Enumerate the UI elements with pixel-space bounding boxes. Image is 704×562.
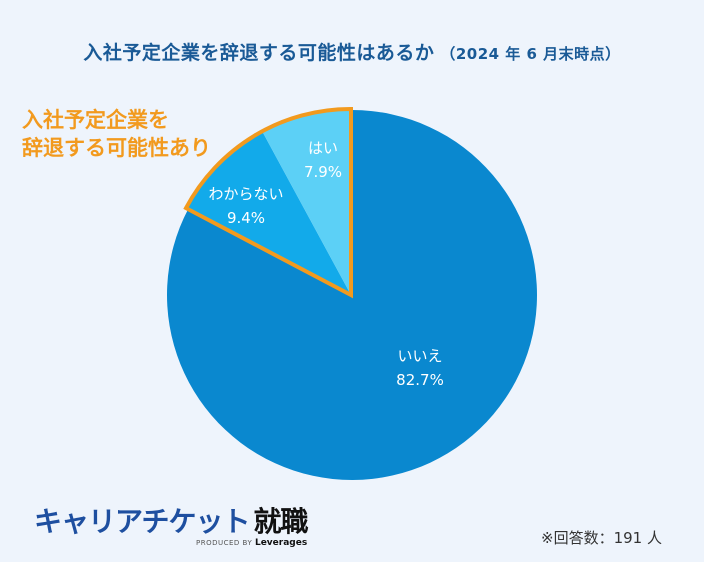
chart-title: 入社予定企業を辞退する可能性はあるか （2024 年 6 月末時点）: [0, 38, 704, 65]
chart-title-main: 入社予定企業を辞退する可能性はあるか: [83, 42, 435, 64]
highlight-outline: [183, 106, 353, 299]
highlight-callout: 入社予定企業を 辞退する可能性あり: [22, 106, 211, 162]
chart-title-date: （2024 年 6 月末時点）: [440, 45, 621, 63]
slice-yes: [262, 109, 351, 295]
label-unknown-pct: 9.4%: [226, 209, 266, 227]
label-yes: はい 7.9%: [288, 136, 358, 184]
career-ticket-logo: キャリアチケット 就職: [34, 500, 308, 540]
sample-size-note: ※回答数：191 人: [541, 529, 662, 547]
label-no-pct: 82.7%: [396, 371, 444, 389]
label-unknown-name: わからない: [208, 185, 284, 203]
callout-line-2: 辞退する可能性あり: [22, 136, 211, 160]
produced-by-label: PRODUCED BY: [196, 539, 253, 547]
callout-line-1: 入社予定企業を: [22, 108, 169, 132]
logo-job: 就職: [253, 505, 308, 538]
label-no: いいえ 82.7%: [380, 344, 460, 392]
label-no-name: いいえ: [397, 347, 443, 365]
slice-unknown: [186, 131, 351, 295]
label-yes-name: はい: [307, 139, 338, 157]
logo-brand: キャリアチケット: [34, 505, 250, 538]
produced-by-company: Leverages: [254, 538, 308, 548]
produced-by: PRODUCED BY Leverages: [196, 538, 307, 548]
label-unknown: わからない 9.4%: [196, 182, 296, 230]
label-yes-pct: 7.9%: [303, 163, 343, 181]
